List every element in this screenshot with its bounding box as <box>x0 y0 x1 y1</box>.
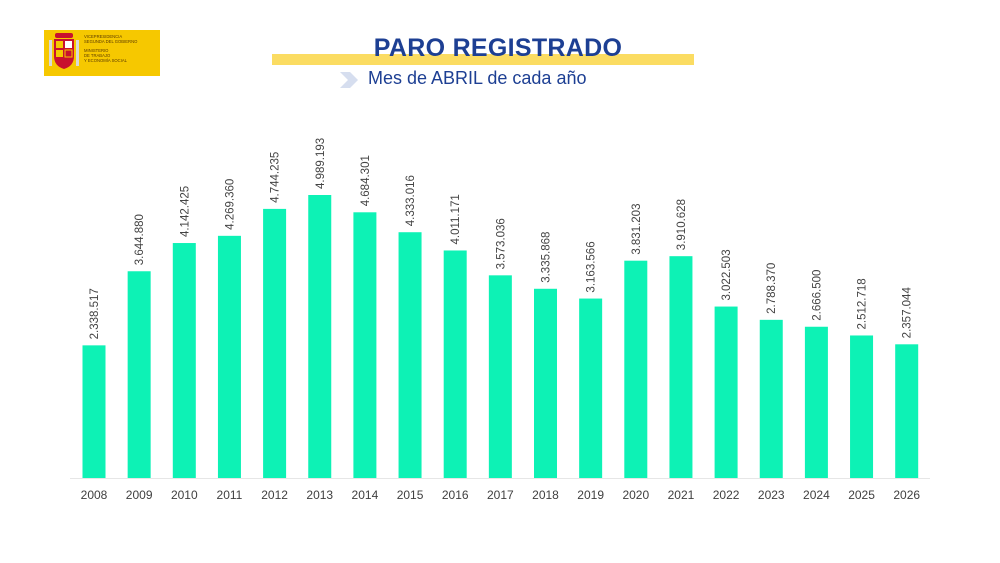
data-label-2014: 4.684.301 <box>360 155 372 206</box>
data-label-2018: 3.335.868 <box>541 232 553 283</box>
logo-line-3: MINISTERIO <box>84 48 109 53</box>
x-tick-label-2009: 2009 <box>126 488 153 502</box>
bar-2012 <box>263 208 287 478</box>
x-tick-label-2008: 2008 <box>81 488 108 502</box>
data-label-2024: 2.666.500 <box>811 270 823 321</box>
bar-2008 <box>82 345 106 478</box>
x-tick-label-2024: 2024 <box>803 488 830 502</box>
x-tick-label-2018: 2018 <box>532 488 559 502</box>
ministry-logo: VICEPRESIDENCIA SEGUNDA DEL GOBIERNO MIN… <box>44 30 160 76</box>
bar-2009 <box>127 271 151 478</box>
coat-of-arms-icon <box>49 33 79 69</box>
bar-2016 <box>443 250 467 478</box>
x-tick-label-2021: 2021 <box>668 488 695 502</box>
bar-2017 <box>488 275 512 478</box>
bar-2010 <box>172 243 196 478</box>
bar-2014 <box>353 212 377 479</box>
data-label-2015: 4.333.016 <box>405 175 417 226</box>
bar-2026 <box>895 344 919 478</box>
x-tick-label-2011: 2011 <box>217 488 243 502</box>
data-label-2017: 3.573.036 <box>495 218 507 269</box>
data-label-2019: 3.163.566 <box>586 241 598 292</box>
data-label-2021: 3.910.628 <box>676 199 688 250</box>
x-tick-label-2012: 2012 <box>261 488 288 502</box>
data-label-2013: 4.989.193 <box>315 138 327 189</box>
chart-subtitle: Mes de ABRIL de cada año <box>368 68 587 88</box>
bar-2019 <box>579 298 603 478</box>
bar-2021 <box>669 256 693 478</box>
data-label-2009: 3.644.880 <box>134 214 146 265</box>
bar-2023 <box>759 319 783 478</box>
data-label-2025: 2.512.718 <box>857 278 869 329</box>
x-tick-label-2015: 2015 <box>397 488 424 502</box>
data-label-2022: 3.022.503 <box>721 249 733 300</box>
x-tick-label-2026: 2026 <box>893 488 920 502</box>
bar-2015 <box>398 232 422 478</box>
bar-2022 <box>714 306 738 478</box>
logo-line-2: SEGUNDA DEL GOBIERNO <box>84 39 138 44</box>
x-tick-label-2020: 2020 <box>622 488 649 502</box>
x-tick-label-2022: 2022 <box>713 488 740 502</box>
bar-2024 <box>804 326 828 478</box>
bar-2011 <box>217 235 241 478</box>
data-label-2016: 4.011.171 <box>450 194 462 244</box>
data-label-2023: 2.788.370 <box>766 263 778 314</box>
bar-2020 <box>624 260 648 478</box>
data-label-2026: 2.357.044 <box>902 287 914 339</box>
chevron-right-icon <box>340 72 358 88</box>
x-tick-label-2014: 2014 <box>352 488 379 502</box>
x-tick-label-2010: 2010 <box>171 488 198 502</box>
x-tick-label-2023: 2023 <box>758 488 785 502</box>
title-highlight-band <box>272 54 694 65</box>
x-tick-label-2016: 2016 <box>442 488 469 502</box>
bar-2013 <box>308 195 332 478</box>
chart-title: PARO REGISTRADO <box>373 34 623 62</box>
data-label-2012: 4.744.235 <box>270 152 282 203</box>
data-label-2010: 4.142.425 <box>179 186 191 237</box>
x-tick-label-2025: 2025 <box>848 488 875 502</box>
logo-line-5: Y ECONOMÍA SOCIAL <box>84 58 127 63</box>
x-tick-label-2017: 2017 <box>487 488 514 502</box>
data-label-2020: 3.831.203 <box>631 204 643 255</box>
data-label-2008: 2.338.517 <box>89 288 101 339</box>
logo-line-1: VICEPRESIDENCIA <box>84 34 123 39</box>
bar-2025 <box>850 335 874 478</box>
bar-2018 <box>534 288 557 478</box>
logo-line-4: DE TRABAJO <box>84 53 111 58</box>
data-label-2011: 4.269.360 <box>224 179 236 230</box>
x-tick-label-2013: 2013 <box>306 488 333 502</box>
x-tick-label-2019: 2019 <box>577 488 604 502</box>
